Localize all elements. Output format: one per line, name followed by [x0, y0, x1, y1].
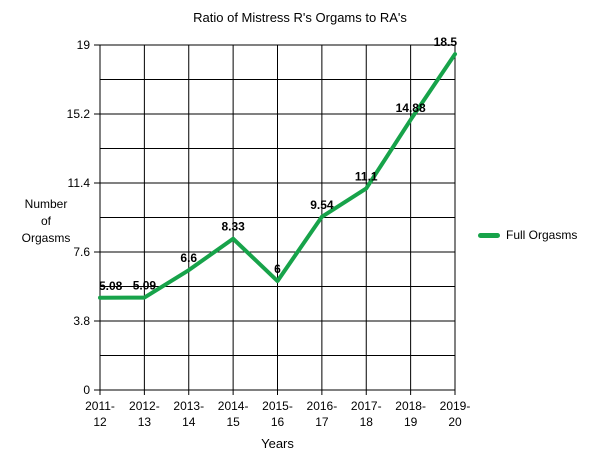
- y-tick-label: 3.8: [73, 314, 90, 328]
- y-tick-label: 7.6: [73, 245, 90, 259]
- x-axis-title: Years: [261, 436, 294, 451]
- data-label: 6.6: [180, 251, 197, 265]
- legend: Full Orgasms: [478, 228, 577, 242]
- x-tick-label: 2019-20: [440, 399, 471, 429]
- y-axis-title-line: of: [40, 214, 51, 228]
- y-axis-title-line: Number: [24, 197, 68, 211]
- data-label: 11.1: [355, 169, 378, 183]
- x-tick-label: 2018-19: [395, 399, 426, 429]
- x-tick-label: 2014-15: [218, 399, 249, 429]
- x-tick-label: 2016-17: [307, 399, 338, 429]
- data-label: 18.5: [434, 35, 458, 49]
- data-label: 5.08: [99, 279, 123, 293]
- x-tick-label: 2015-16: [262, 399, 293, 429]
- legend-line-swatch: [478, 232, 500, 238]
- y-axis-title-line: Orgasms: [21, 231, 71, 245]
- x-tick-label: 2011-12: [85, 399, 115, 429]
- legend-label: Full Orgasms: [506, 228, 578, 242]
- chart-title: Ratio of Mistress R's Orgams to RA's: [193, 10, 407, 25]
- data-label: 6: [274, 262, 281, 276]
- y-tick-label: 0: [83, 383, 90, 397]
- x-tick-label: 2017-18: [351, 399, 382, 429]
- data-label: 14.88: [396, 101, 426, 115]
- x-tick-label: 2012-13: [129, 399, 160, 429]
- data-label: 8.33: [221, 220, 245, 234]
- y-tick-label: 15.2: [67, 107, 91, 121]
- y-tick-label: 19: [77, 38, 91, 52]
- y-axis-title: Number of Orgasms: [6, 196, 86, 247]
- x-tick-label: 2013-14: [173, 399, 204, 429]
- data-label: 5.09: [133, 279, 157, 293]
- series-line-full-orgasms: [98, 52, 457, 300]
- y-tick-label: 11.4: [68, 176, 91, 190]
- data-label: 9.54: [310, 198, 334, 212]
